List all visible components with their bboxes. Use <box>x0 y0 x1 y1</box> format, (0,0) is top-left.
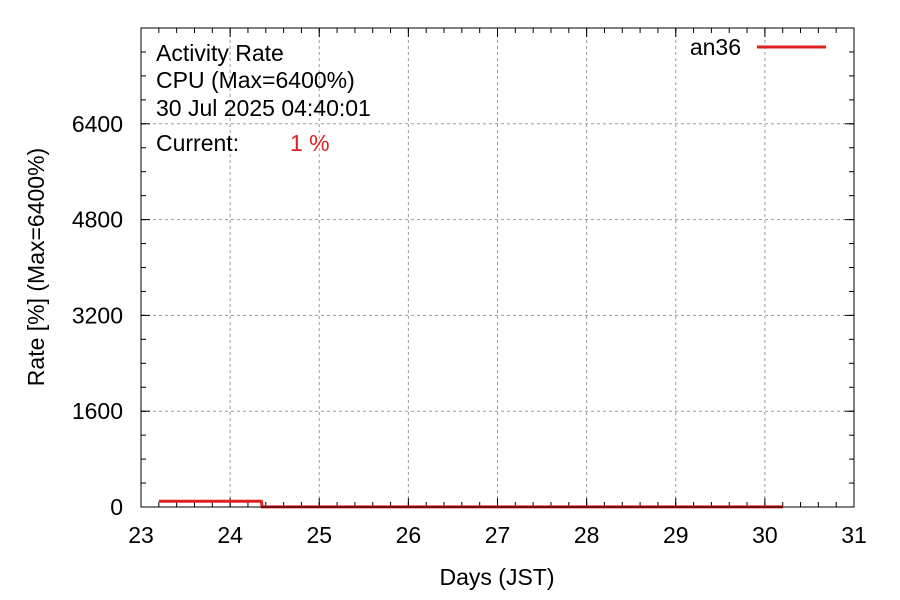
y-axis-label: Rate [%] (Max=6400%) <box>23 148 49 386</box>
grid <box>141 28 854 507</box>
y-tick-label: 3200 <box>72 302 123 328</box>
y-tick-label: 1600 <box>72 398 123 424</box>
x-tick-label: 25 <box>306 522 332 548</box>
y-tick-label: 4800 <box>72 207 123 233</box>
title-line-1: Activity Rate <box>156 40 284 66</box>
legend-label: an36 <box>690 34 741 60</box>
x-tick-label: 28 <box>574 522 600 548</box>
title-line-2: CPU (Max=6400%) <box>156 67 355 93</box>
x-tick-label: 29 <box>663 522 689 548</box>
plot-frame <box>140 27 855 508</box>
y-tick-label: 6400 <box>72 111 123 137</box>
x-tick-label: 23 <box>128 522 154 548</box>
current-value: 1 % <box>290 130 330 156</box>
x-tick-label: 31 <box>841 522 867 548</box>
x-tick-label: 27 <box>485 522 511 548</box>
current-label: Current: <box>156 130 239 156</box>
x-tick-label: 30 <box>752 522 778 548</box>
y-tick-label: 0 <box>110 494 123 520</box>
x-tick-label: 26 <box>396 522 422 548</box>
x-axis-label: Days (JST) <box>440 564 555 590</box>
axis-ticks: 23 24 25 26 27 28 29 30 31 0 1600 3200 4800 6400 <box>72 27 867 548</box>
x-tick-label: 24 <box>217 522 243 548</box>
title-line-3: 30 Jul 2025 04:40:01 <box>156 95 371 121</box>
